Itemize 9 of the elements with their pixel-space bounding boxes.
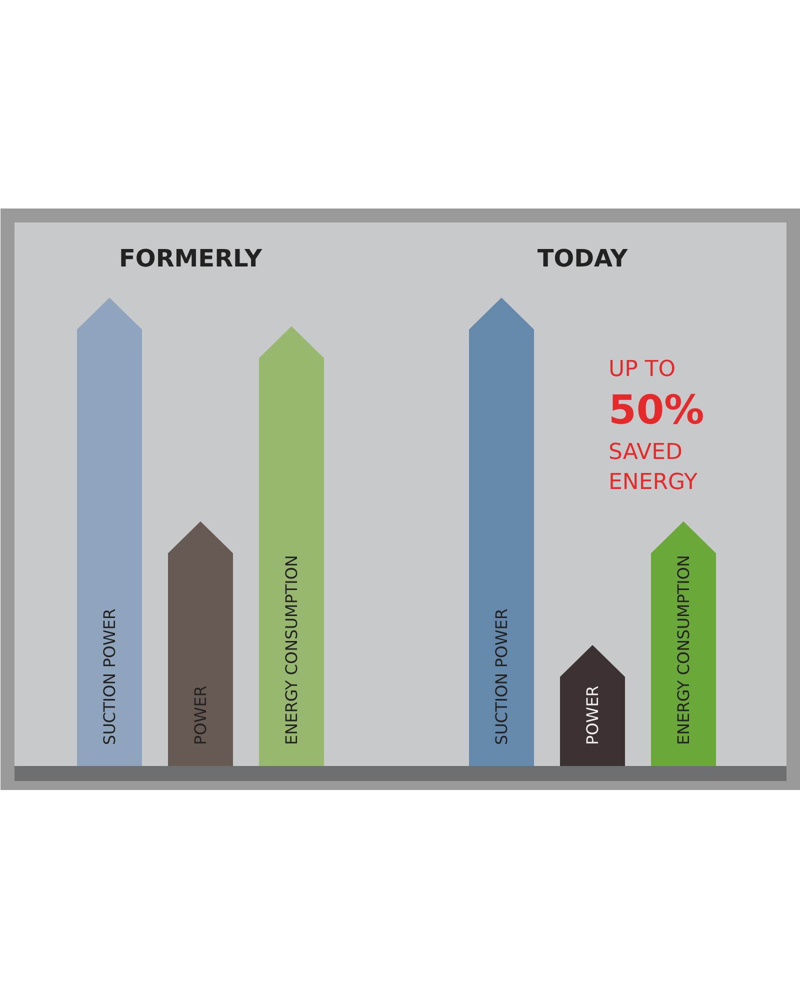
series-label: ENERGY CONSUMPTION <box>674 555 693 745</box>
x-tick-label: TODAY <box>537 244 628 273</box>
series-label: POWER <box>583 686 602 745</box>
series-label: SUCTION POWER <box>100 608 119 745</box>
text: ENERGY CONSUMPTION <box>282 555 301 745</box>
x-tick-label: FORMERLY <box>119 244 263 273</box>
text: POWER <box>191 686 210 745</box>
annotation: UP TO 50% SAVED ENERGY <box>608 357 704 496</box>
text: SUCTION POWER <box>492 608 511 745</box>
